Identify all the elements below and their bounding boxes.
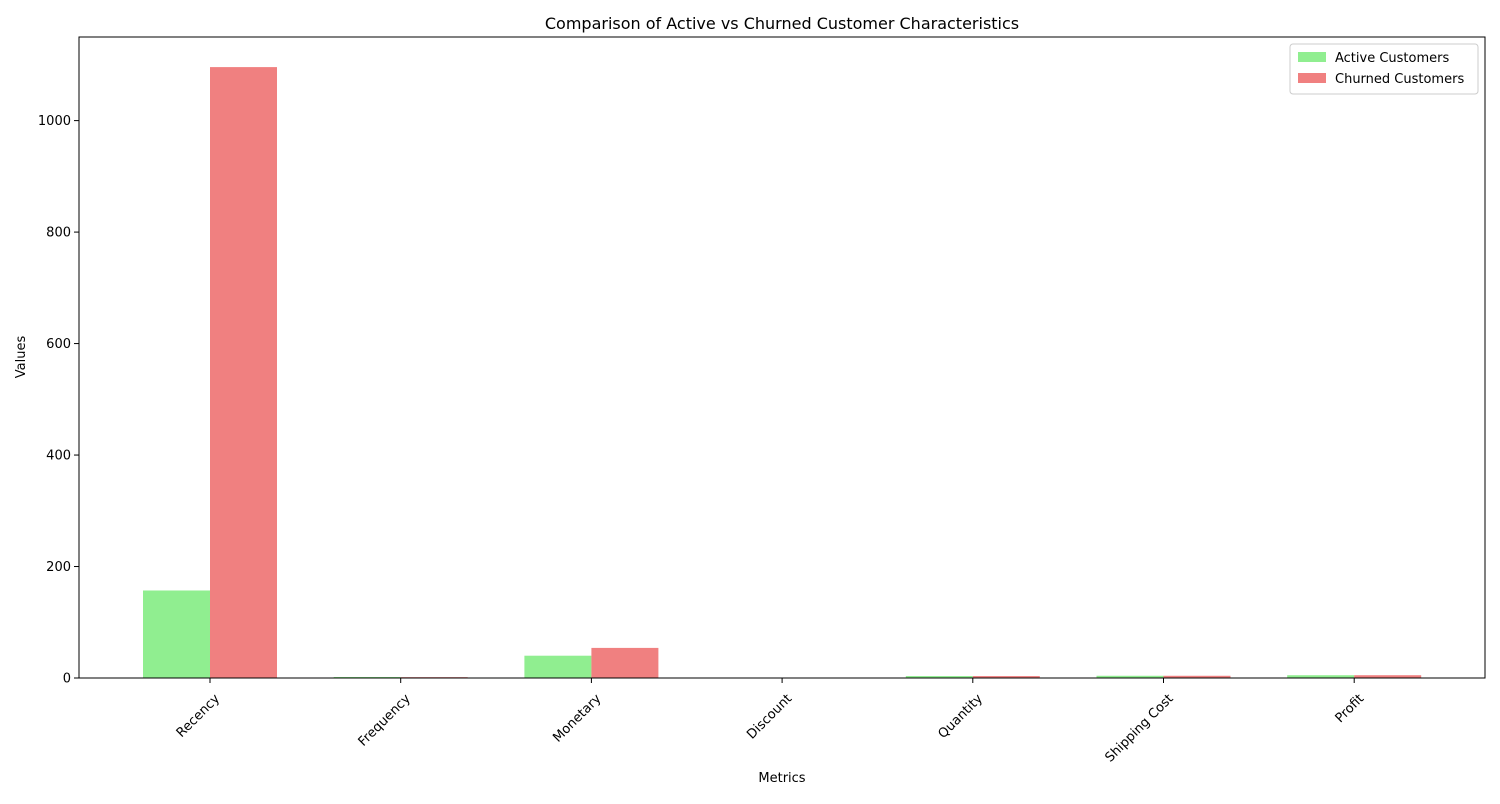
y-axis-label: Values	[14, 336, 29, 379]
legend-swatch-active	[1298, 52, 1326, 62]
x-tick-label: Shipping Cost	[1102, 691, 1176, 765]
y-tick-label: 1000	[38, 114, 71, 129]
x-axis-label: Metrics	[758, 771, 805, 786]
legend-swatch-churned	[1298, 73, 1326, 83]
bar-active-monetary	[524, 656, 591, 678]
x-tick-label: Monetary	[550, 691, 604, 745]
y-tick-label: 200	[46, 560, 71, 575]
x-tick-label: Frequency	[356, 691, 414, 749]
y-tick-label: 800	[46, 226, 71, 241]
bar-active-recency	[143, 590, 210, 678]
legend-label-churned: Churned Customers	[1335, 72, 1464, 87]
legend-label-active: Active Customers	[1335, 51, 1449, 66]
bar-churned-monetary	[591, 648, 658, 678]
y-tick-label: 0	[63, 672, 71, 687]
bar-churned-recency	[210, 67, 277, 678]
bars-layer	[143, 67, 1421, 678]
x-tick-label: Discount	[744, 691, 795, 742]
chart-title: Comparison of Active vs Churned Customer…	[545, 14, 1019, 33]
y-tick-label: 600	[46, 337, 71, 352]
legend: Active Customers Churned Customers	[1290, 44, 1478, 94]
x-tick-label: Quantity	[936, 691, 987, 742]
plot-frame	[79, 37, 1485, 678]
x-tick-label: Profit	[1333, 691, 1368, 726]
y-tick-label: 400	[46, 449, 71, 464]
x-tick-label: Recency	[174, 691, 223, 740]
